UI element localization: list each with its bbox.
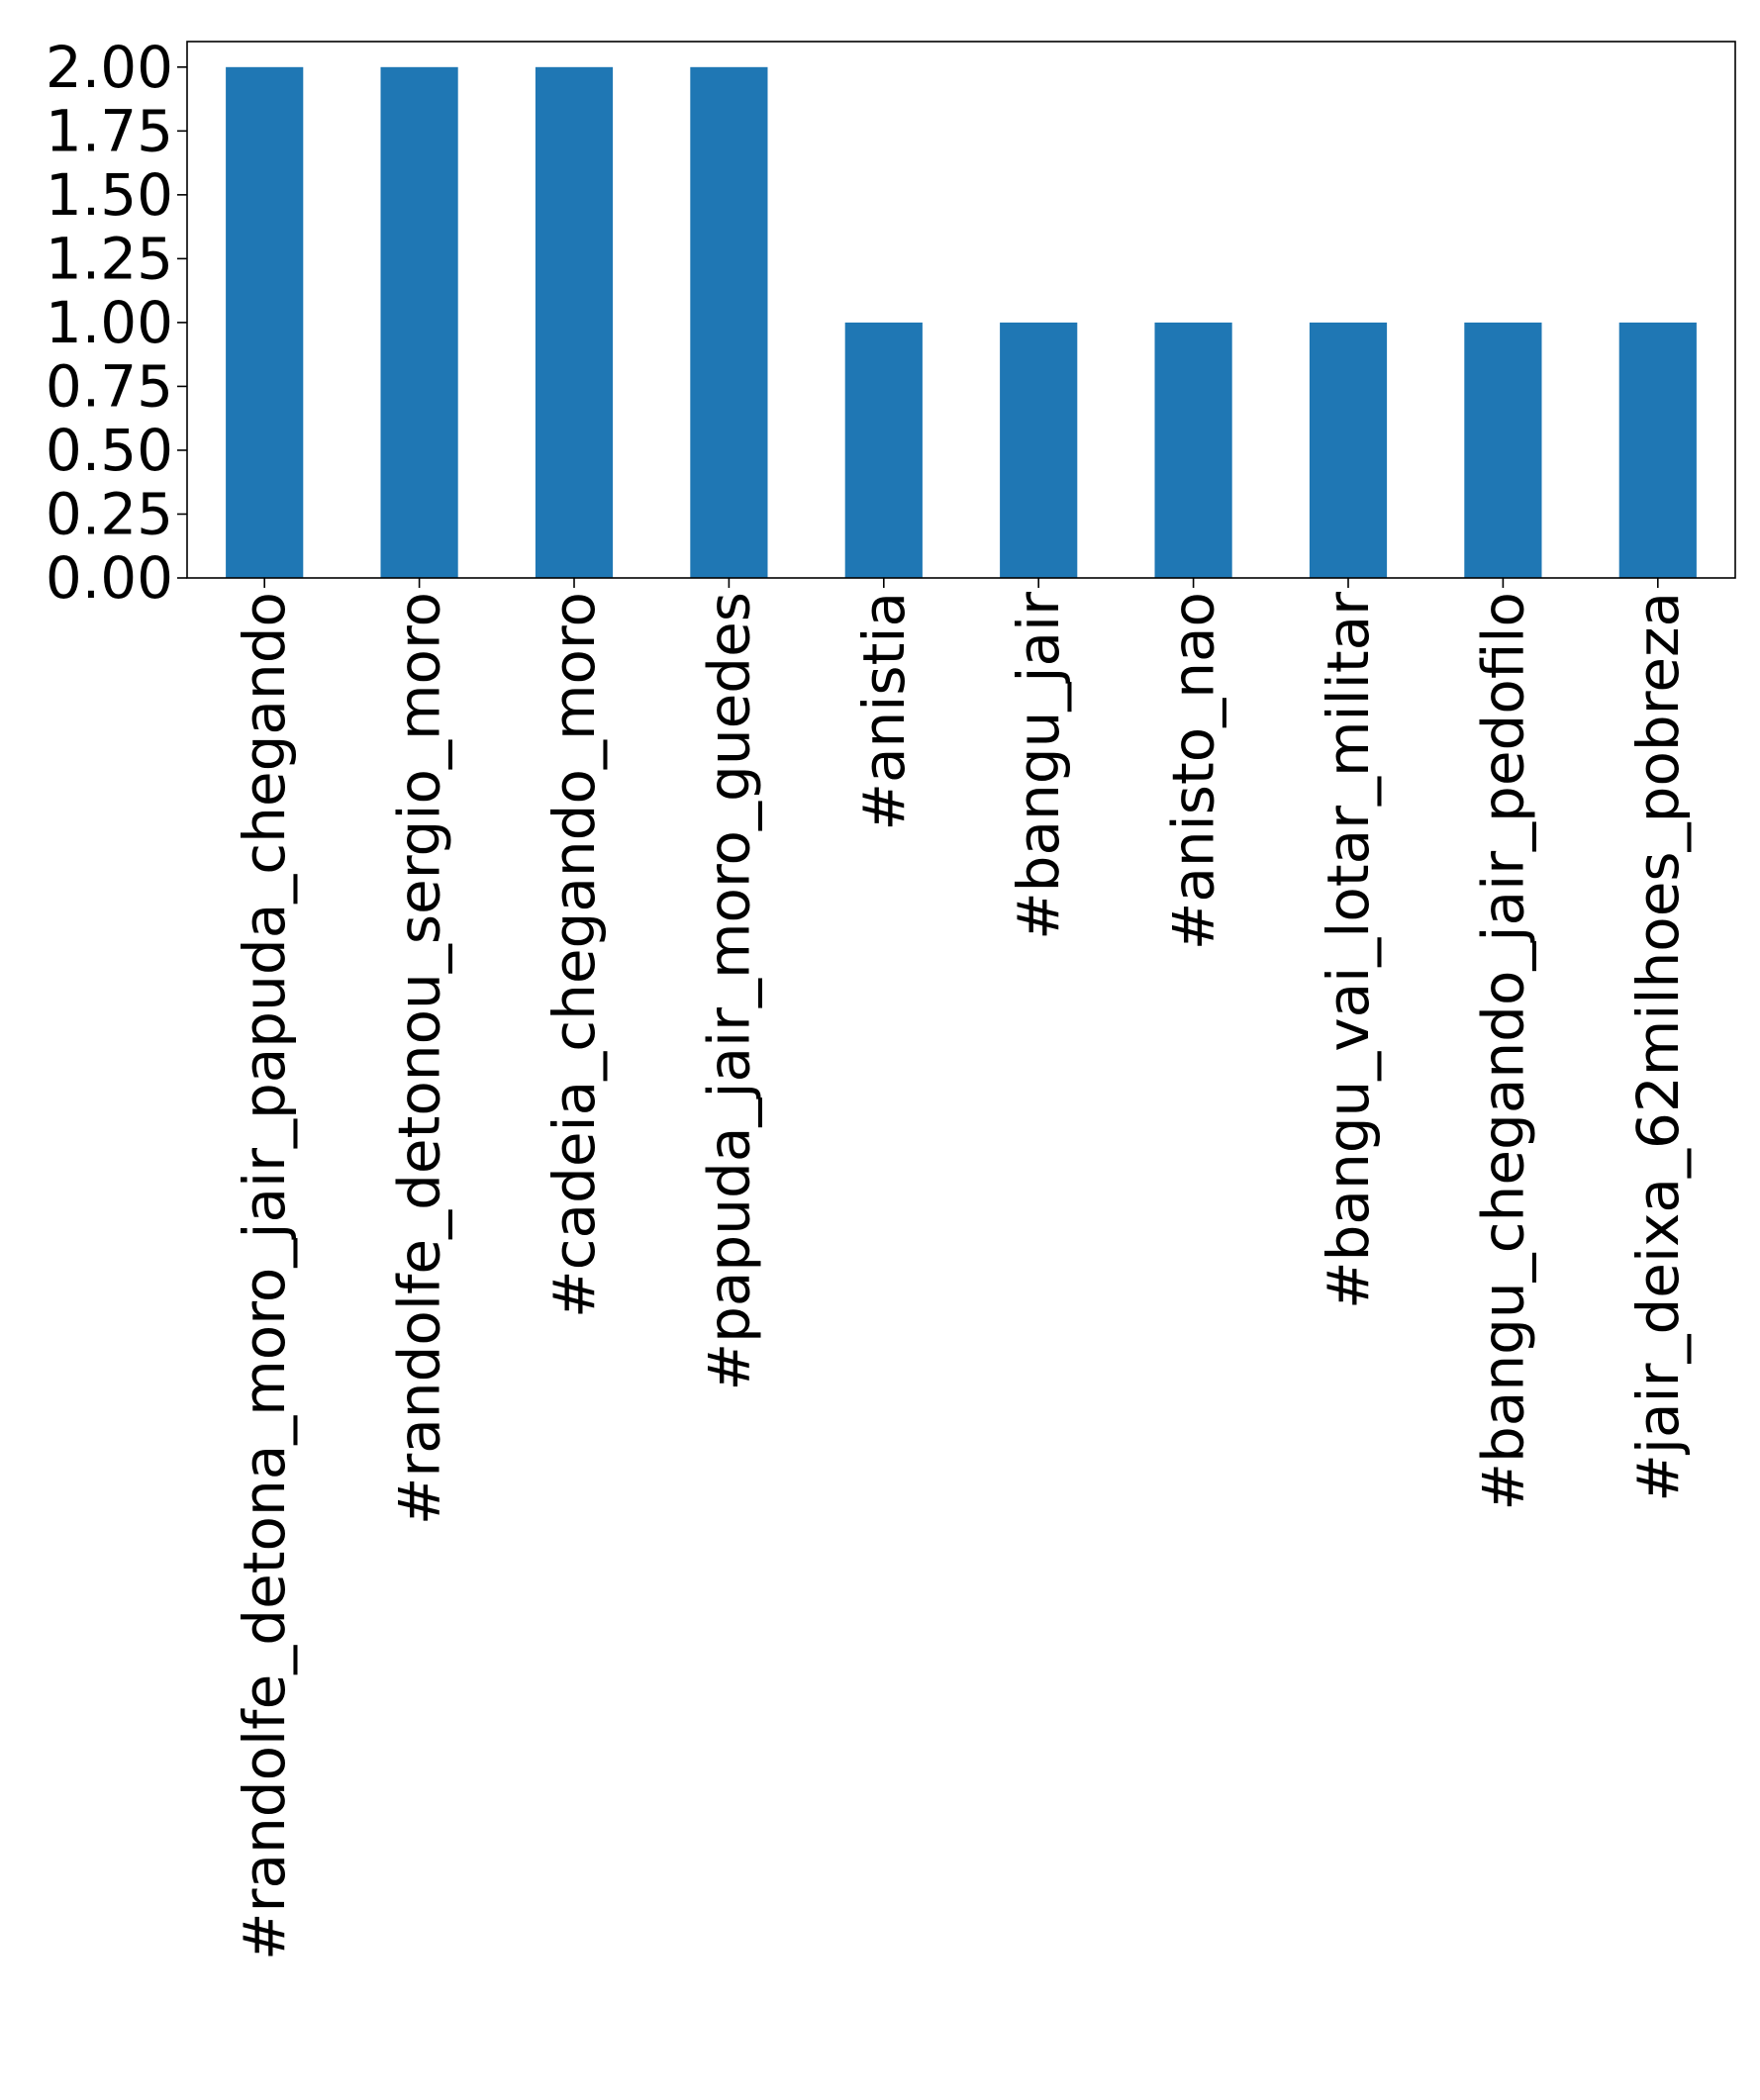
bar-10 <box>1618 322 1697 578</box>
axes-layer <box>186 41 1736 579</box>
x-tick-label: #cadeia_chegando_moro <box>540 592 608 1318</box>
bar-3 <box>535 66 614 578</box>
y-tick-label: 0.25 <box>46 480 173 547</box>
x-tick-label: #jair_deixa_62milhoes_pobreza <box>1624 592 1692 1502</box>
bar-7 <box>1154 322 1232 578</box>
x-axis-ticks: #randolfe_detona_moro_jair_papuda_chegan… <box>231 578 1692 1960</box>
x-tick-label: #bangu_vai_lotar_militar <box>1315 592 1382 1309</box>
bar-1 <box>226 66 304 578</box>
bars-layer <box>226 66 1697 578</box>
bar-2 <box>380 66 458 578</box>
plot-frame <box>186 41 1736 579</box>
y-tick-label: 1.25 <box>46 225 173 292</box>
x-tick-label: #anistia <box>850 592 918 831</box>
x-tick-label: #bangu_jair <box>1005 592 1072 940</box>
y-tick-label: 0.00 <box>46 544 173 612</box>
x-tick-label: #randolfe_detona_moro_jair_papuda_chegan… <box>231 592 298 1960</box>
bar-4 <box>690 66 768 578</box>
bar-6 <box>1000 322 1078 578</box>
bar-8 <box>1309 322 1388 578</box>
x-tick-label: #bangu_chegando_jair_pedofilo <box>1469 592 1536 1511</box>
y-axis-ticks: 0.000.250.500.751.001.251.501.752.00 <box>46 34 187 612</box>
y-tick-label: 2.00 <box>46 34 173 101</box>
y-tick-label: 1.50 <box>46 161 173 229</box>
x-tick-label: #papuda_jair_moro_guedes <box>695 592 762 1391</box>
x-tick-label: #randolfe_detonou_sergio_moro <box>386 592 453 1525</box>
y-tick-label: 0.50 <box>46 417 173 484</box>
y-tick-label: 0.75 <box>46 352 173 420</box>
bar-5 <box>844 322 923 578</box>
bar-9 <box>1464 322 1542 578</box>
y-tick-label: 1.00 <box>46 289 173 356</box>
y-tick-label: 1.75 <box>46 97 173 164</box>
x-tick-label: #anisto_nao <box>1160 592 1227 950</box>
